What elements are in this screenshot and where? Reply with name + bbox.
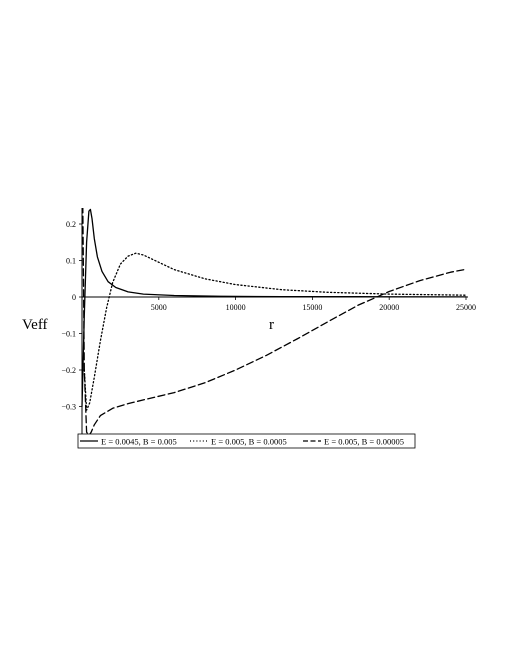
series-line-dashed [82,208,467,435]
x-tick-label: 15000 [302,303,322,312]
legend-label: E = 0.005, B = 0.00005 [324,437,404,447]
series-line-solid [81,208,467,408]
y-tick-label: 0 [72,293,76,302]
axes [81,208,468,435]
legend: E = 0.0045, B = 0.005 E = 0.005, B = 0.00… [77,433,416,449]
y-tick-label: −0.1 [61,330,76,339]
y-tick-label: 0.2 [66,220,76,229]
x-tick-label: 10000 [226,303,246,312]
legend-box [77,433,416,449]
y-axis-title: Veff [22,317,48,333]
plot-area [81,208,467,435]
x-tick-label: 25000 [456,303,476,312]
tick-group: 5000 10000 15000 20000 25000 0.2 0.1 0 −0.1 −0.2 −… [61,220,476,412]
x-axis-title: r [269,317,274,333]
y-tick-label: −0.2 [61,366,76,375]
x-tick-label: 20000 [379,303,399,312]
y-tick-label: 0.1 [66,257,76,266]
legend-label: E = 0.005, B = 0.0005 [211,437,287,447]
series-line-dotted [83,252,467,411]
legend-label: E = 0.0045, B = 0.005 [101,437,177,447]
y-tick-label: −0.3 [61,403,76,412]
x-tick-label: 5000 [151,303,167,312]
